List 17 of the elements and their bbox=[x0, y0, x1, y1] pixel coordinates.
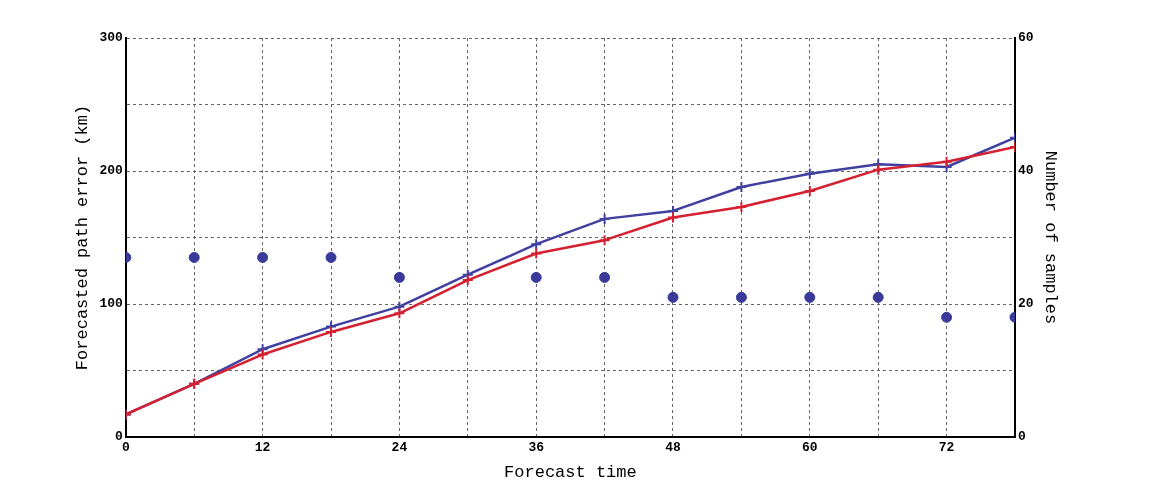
y2-tick-label: 40 bbox=[1018, 163, 1034, 179]
x-tick-label: 60 bbox=[801, 440, 818, 456]
x-tick-label: 48 bbox=[665, 440, 681, 456]
x-tick-label: 72 bbox=[938, 440, 955, 456]
y-tick-label: 300 bbox=[99, 30, 123, 46]
y2-tick-label: 60 bbox=[1018, 30, 1034, 46]
y2-tick-label: 0 bbox=[1018, 429, 1026, 445]
y2-tick-label: 20 bbox=[1018, 296, 1034, 312]
x-tick-label: 12 bbox=[254, 440, 271, 456]
y-tick-label: 0 bbox=[114, 429, 123, 445]
y2-axis-title: Number of samples bbox=[1041, 150, 1061, 325]
y-axis-title: Forecasted path error (km) bbox=[72, 104, 92, 371]
x-axis-title: Forecast time bbox=[504, 463, 637, 483]
y-tick-label: 200 bbox=[99, 163, 123, 179]
x-tick-label: 24 bbox=[391, 440, 408, 456]
y-tick-label: 100 bbox=[99, 296, 123, 312]
x-tick-label: 36 bbox=[528, 440, 545, 456]
